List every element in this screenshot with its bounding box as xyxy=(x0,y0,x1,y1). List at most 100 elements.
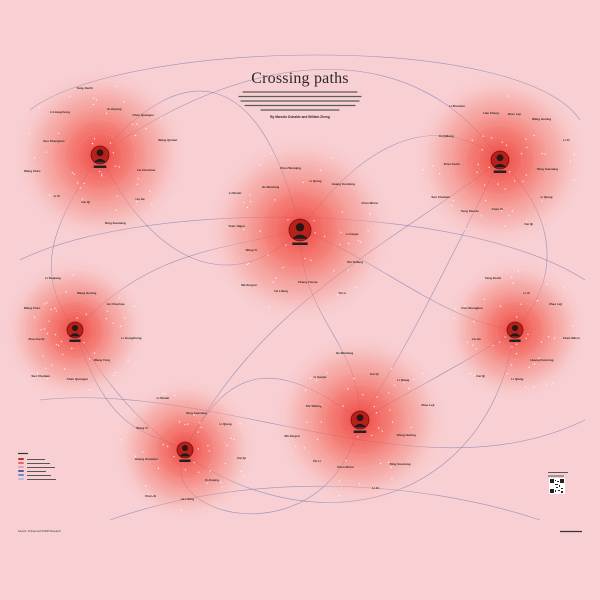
event-dot xyxy=(421,168,424,171)
cluster-ring xyxy=(56,311,94,349)
event-dot xyxy=(115,209,117,211)
person-label: Wang Yi xyxy=(245,247,258,252)
legend-title-text-line xyxy=(18,452,28,455)
event-dot xyxy=(358,483,361,485)
event-dot xyxy=(131,123,134,126)
person-label: Han Zheng xyxy=(483,110,499,115)
person-label: Li Shulei xyxy=(228,190,242,195)
legend-row xyxy=(18,462,88,464)
event-dot xyxy=(105,317,107,320)
event-dot xyxy=(115,85,117,87)
person-label: Wang Yong xyxy=(93,357,110,362)
event-dot xyxy=(362,394,364,396)
event-dot xyxy=(50,308,52,311)
event-dot xyxy=(336,294,339,296)
person-label: Wang Huning xyxy=(531,116,552,121)
event-dot xyxy=(220,481,222,484)
event-dot xyxy=(481,149,483,151)
person-label: Chen Quanguo xyxy=(66,376,89,381)
person-label: Chen Min'er xyxy=(562,335,580,340)
event-dot xyxy=(538,357,540,360)
event-dot xyxy=(88,389,91,391)
person-label: Ding Xuexiang xyxy=(537,167,559,172)
event-dot xyxy=(541,200,543,202)
event-dot xyxy=(504,225,506,227)
legend-row xyxy=(18,474,88,476)
person-label: Zhao Kezhi xyxy=(28,337,45,342)
event-dot xyxy=(54,333,57,336)
event-dot xyxy=(259,230,261,232)
event-dot xyxy=(510,364,513,366)
event-dot xyxy=(533,363,536,365)
event-dot xyxy=(267,254,269,256)
event-dot xyxy=(408,387,410,390)
legend-label xyxy=(27,470,46,472)
event-dot xyxy=(268,306,270,308)
event-dot xyxy=(323,235,326,238)
legend xyxy=(18,452,88,482)
event-dot xyxy=(197,448,200,450)
event-dot xyxy=(473,374,476,377)
event-dot xyxy=(454,308,457,310)
qr-caption-text-lines xyxy=(548,472,568,477)
cluster-ring xyxy=(260,190,340,270)
event-dot xyxy=(167,445,169,448)
event-dot xyxy=(357,239,360,242)
event-dot xyxy=(105,112,108,115)
event-dot xyxy=(178,421,181,423)
event-dot xyxy=(209,470,212,472)
event-dot xyxy=(95,99,98,101)
event-dot xyxy=(482,135,484,137)
event-dot xyxy=(511,210,514,212)
person-label: Xu Qiliang xyxy=(438,134,454,139)
portrait-body-icon xyxy=(353,423,367,428)
person-label: Guo Shengkun xyxy=(461,306,483,311)
event-dot xyxy=(389,409,391,411)
event-dot xyxy=(527,333,529,336)
event-dot xyxy=(92,97,95,99)
event-dot xyxy=(338,494,340,497)
event-dot xyxy=(83,182,85,185)
person-label: Cai Qi xyxy=(369,372,379,377)
cluster-ring xyxy=(34,289,116,371)
cluster-top-center xyxy=(205,135,395,325)
cluster-ring xyxy=(166,431,204,469)
event-dot xyxy=(173,394,176,396)
event-dot xyxy=(259,164,261,167)
event-dot xyxy=(72,274,74,276)
event-dot xyxy=(272,281,274,284)
event-dot xyxy=(208,450,210,452)
event-dot xyxy=(149,190,151,193)
person-label: Chen Min'er xyxy=(337,464,355,469)
cluster-ring xyxy=(123,388,247,512)
event-dot xyxy=(83,341,85,344)
event-dot xyxy=(512,282,514,284)
person-label: Yang Jiechi xyxy=(484,276,502,281)
portrait-body-icon xyxy=(93,158,107,163)
event-dot xyxy=(507,95,509,97)
person-label: Li Qiang xyxy=(309,178,322,183)
cluster-ring xyxy=(218,148,382,312)
event-dot xyxy=(525,337,527,340)
cluster-ring xyxy=(134,399,236,501)
event-dot xyxy=(58,132,60,135)
cluster-top-right xyxy=(412,72,588,248)
cluster-bottom-center xyxy=(272,332,448,508)
event-dot xyxy=(46,302,48,304)
legend-row xyxy=(18,470,88,472)
event-dot xyxy=(206,482,208,484)
event-dot xyxy=(483,298,485,301)
person-label: He Lifeng xyxy=(274,289,289,294)
event-dot xyxy=(540,341,543,343)
event-dot xyxy=(221,486,223,488)
event-dot xyxy=(569,160,571,163)
person-label: Chen Xi xyxy=(491,206,503,211)
portrait-head-icon xyxy=(181,444,189,452)
person-label: Sun Chunlan xyxy=(431,194,450,199)
qr-code-icon[interactable] xyxy=(549,478,565,494)
event-dot xyxy=(341,211,344,213)
person-label: Wang Qishan xyxy=(158,138,178,143)
portrait-body-icon xyxy=(69,333,81,337)
event-dot xyxy=(484,199,487,202)
event-dot xyxy=(142,451,144,453)
